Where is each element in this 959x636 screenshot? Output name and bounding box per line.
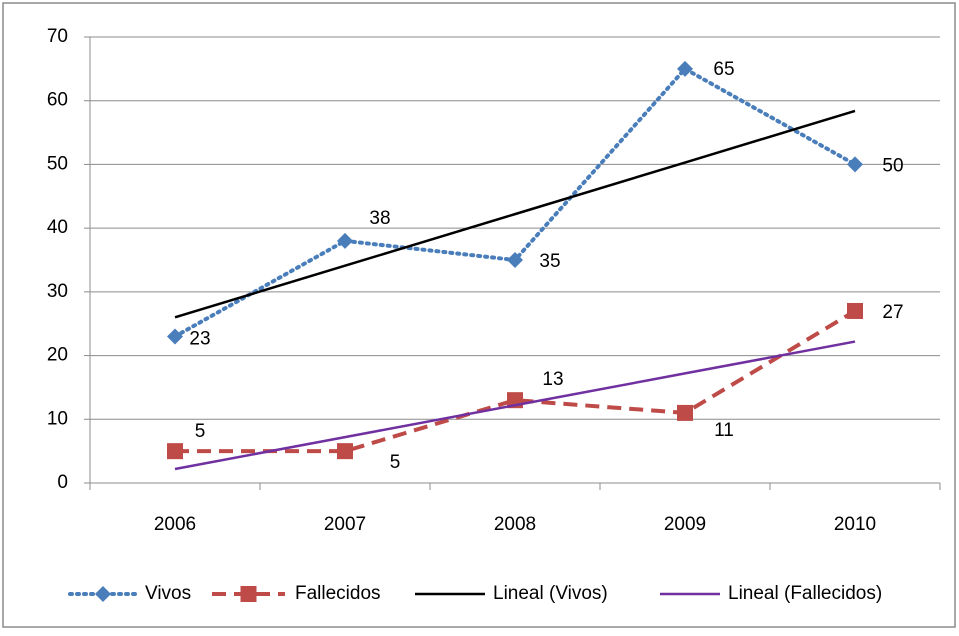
marker — [507, 252, 523, 268]
legend-label: Lineal (Vivos) — [493, 583, 608, 604]
data-label: 65 — [713, 59, 734, 80]
marker — [167, 443, 183, 460]
x-tick-label: 2007 — [324, 514, 366, 535]
series-line — [174, 109, 856, 319]
data-label: 38 — [369, 208, 390, 229]
chart-border — [2, 2, 956, 628]
x-tick-label: 2006 — [154, 514, 196, 535]
y-tick-label: 40 — [47, 217, 68, 238]
marker — [847, 156, 863, 173]
y-tick-label: 20 — [47, 345, 68, 366]
marker — [677, 60, 693, 77]
data-label: 27 — [882, 302, 903, 323]
marker — [167, 328, 183, 345]
legend-label: Lineal (Fallecidos) — [728, 583, 882, 604]
x-tick-label: 2009 — [664, 514, 706, 535]
data-label: 5 — [390, 452, 401, 473]
y-tick-label: 50 — [47, 153, 68, 174]
series-line — [175, 309, 857, 454]
data-label: 23 — [189, 328, 210, 349]
data-label: 35 — [539, 251, 560, 272]
y-tick-label: 0 — [57, 472, 68, 493]
data-label: 50 — [882, 155, 903, 176]
legend-label: Fallecidos — [295, 583, 381, 604]
x-tick-label: 2008 — [494, 514, 536, 535]
data-label: 13 — [542, 369, 563, 390]
data-label: 11 — [714, 420, 734, 441]
marker — [677, 404, 693, 421]
marker — [337, 443, 353, 460]
y-tick-label: 10 — [47, 408, 68, 429]
legend-marker — [240, 586, 257, 602]
marker — [337, 232, 353, 249]
series-line — [174, 340, 856, 471]
legend-marker — [95, 586, 111, 602]
data-label: 5 — [195, 421, 206, 442]
legend-label: Vivos — [145, 583, 191, 604]
y-tick-label: 60 — [47, 90, 68, 111]
y-tick-label: 70 — [47, 26, 68, 47]
y-tick-label: 30 — [47, 281, 68, 302]
x-tick-label: 2010 — [834, 514, 876, 535]
marker — [847, 302, 863, 319]
